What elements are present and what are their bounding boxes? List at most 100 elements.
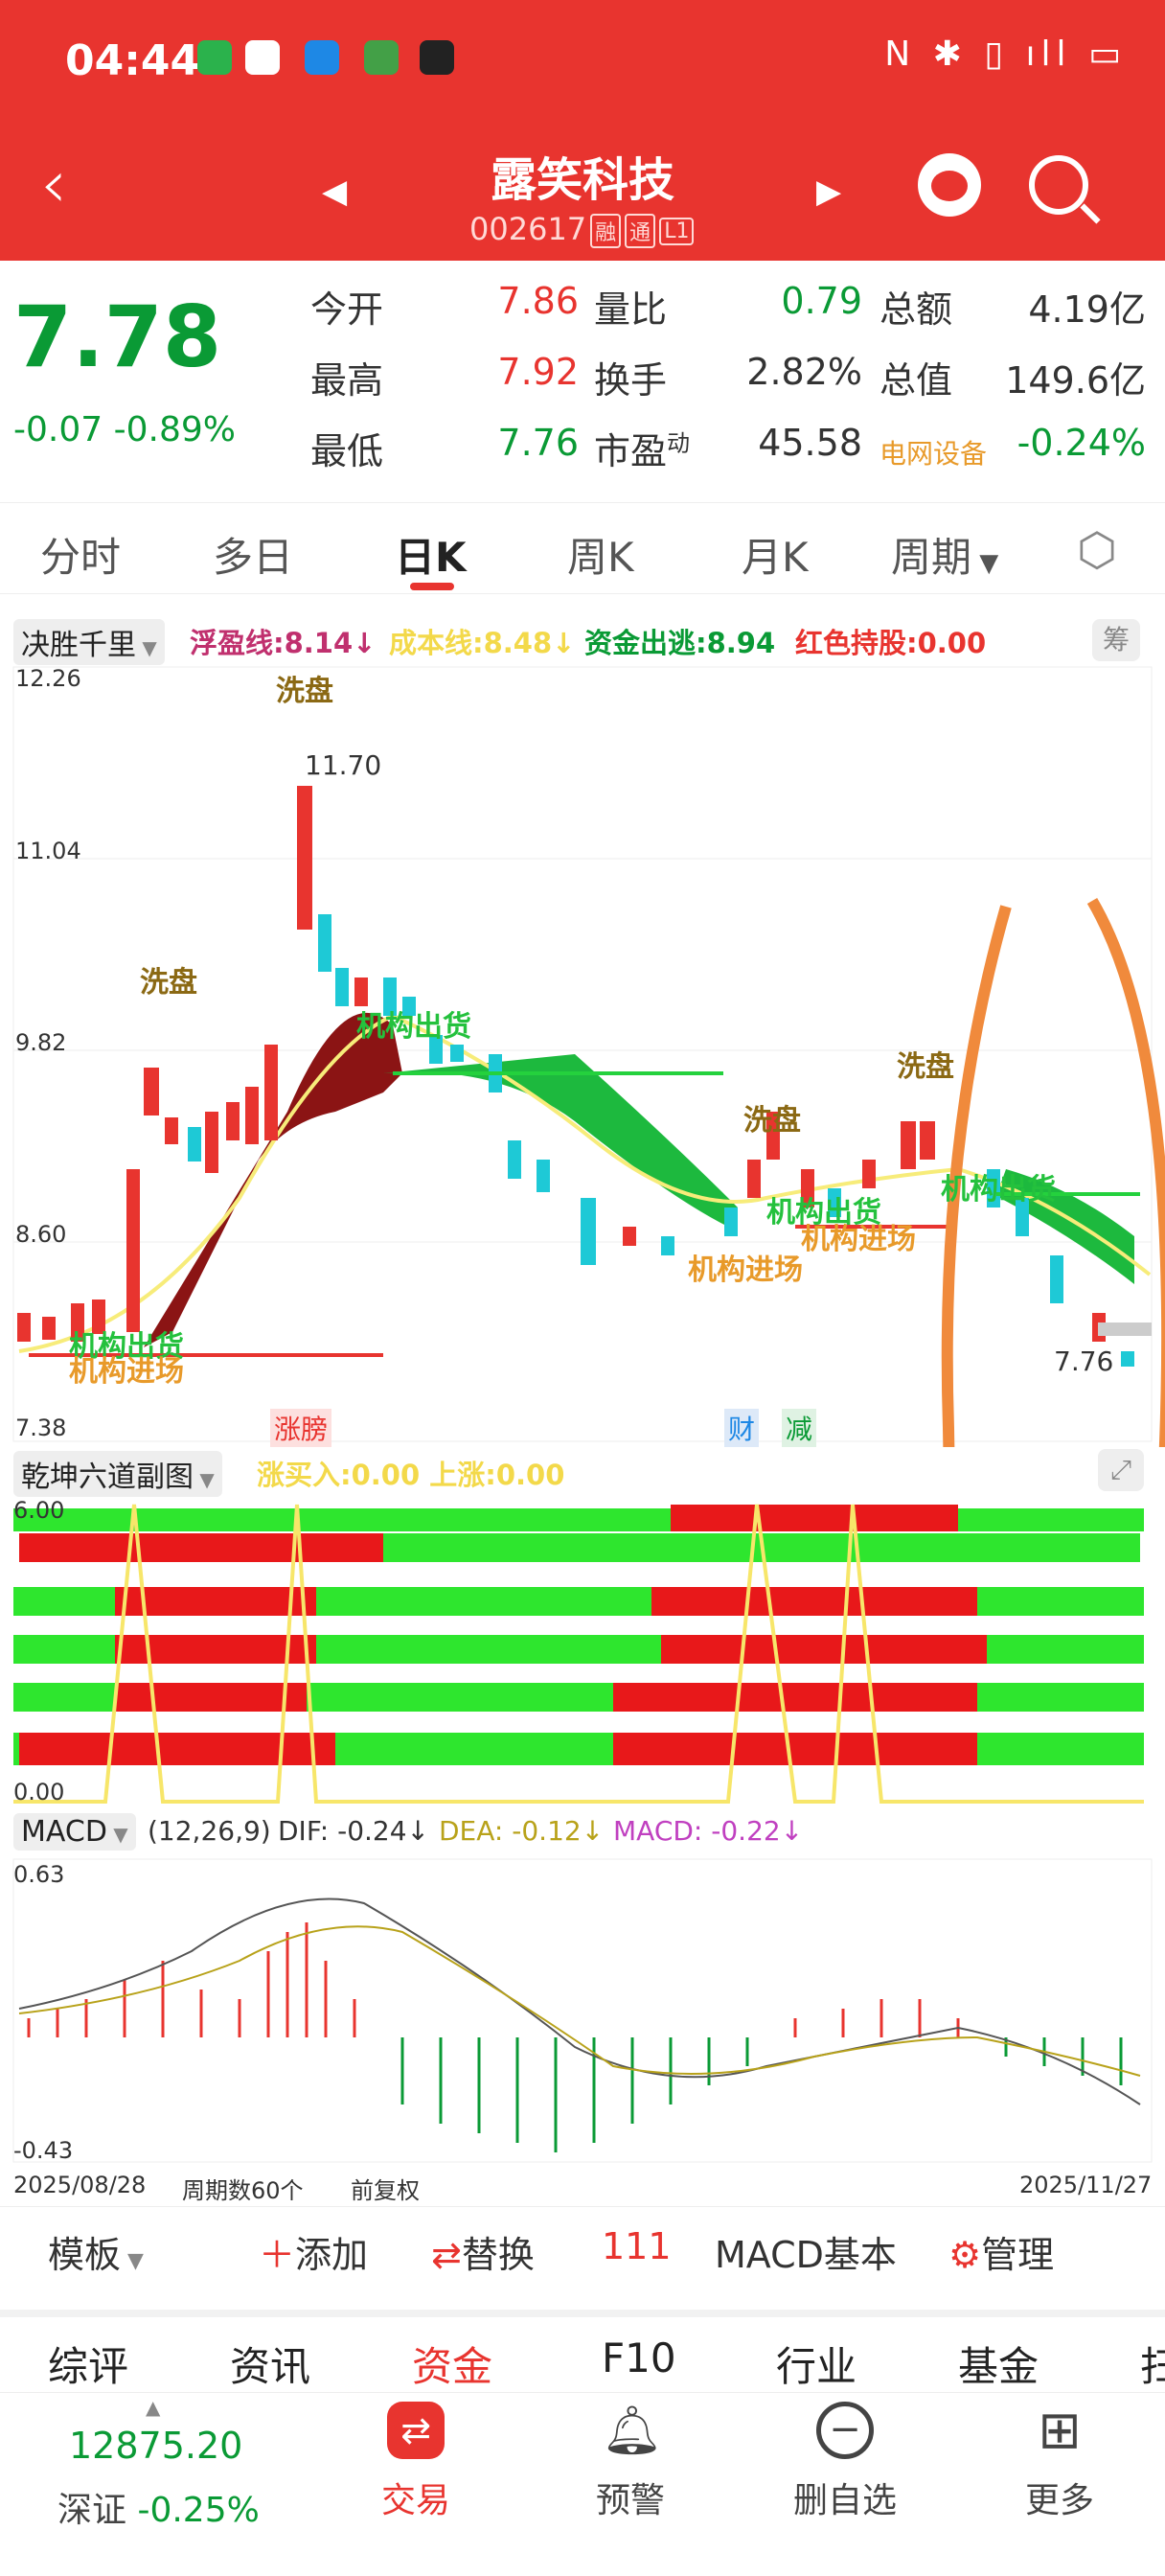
- next-stock-icon[interactable]: ▶: [816, 172, 842, 211]
- mascot-icon[interactable]: [918, 153, 981, 217]
- tab-overview[interactable]: 综评: [48, 2343, 129, 2390]
- bell-icon[interactable]: 🔔︎: [602, 2403, 663, 2458]
- label-pe-text: 市盈: [594, 430, 668, 472]
- index-value[interactable]: 12875.20: [69, 2425, 243, 2467]
- tag-l1: L1: [659, 217, 695, 245]
- nav-remove-watch[interactable]: 删自选: [792, 2481, 897, 2520]
- status-icons: N ✱ ▯ ıll ▭: [884, 34, 1127, 74]
- search-icon[interactable]: [1029, 155, 1088, 215]
- replace-button[interactable]: ⇄替换: [431, 2225, 535, 2278]
- period-count: 周期数60个: [182, 2177, 304, 2204]
- value-pe: 45.58: [758, 422, 862, 464]
- gear-icon: ⚙: [948, 2234, 982, 2276]
- template-button[interactable]: 模板 ▼: [48, 2225, 144, 2278]
- tab-f10[interactable]: F10: [602, 2334, 676, 2381]
- prev-stock-icon[interactable]: ◀: [322, 172, 348, 211]
- grid-icon[interactable]: ⊞: [1038, 2400, 1082, 2460]
- tab-period-label: 周期: [891, 534, 972, 581]
- label-high: 最高: [310, 359, 384, 402]
- sub-indicator-select[interactable]: 乾坤六道副图 ▼: [13, 1451, 222, 1497]
- app-icon: [245, 40, 280, 75]
- high-label: 11.70: [305, 749, 382, 781]
- back-icon[interactable]: ‹: [40, 145, 67, 223]
- y-label-5: 7.38: [15, 1414, 67, 1441]
- chart-frame: [12, 666, 1153, 1442]
- cloud-icon: [305, 40, 339, 75]
- macd-red-bars: [27, 1922, 960, 2037]
- tab-weekly-k[interactable]: 周K: [567, 534, 634, 581]
- info-tabs: [0, 2310, 1165, 2396]
- sub1-y-bottom: 0.00: [13, 1779, 65, 1806]
- dif-line: [18, 1898, 1141, 2105]
- stock-code: 002617 融通 L1: [469, 211, 695, 248]
- tab-multiday[interactable]: 多日: [213, 534, 294, 581]
- y-label-4: 8.60: [15, 1221, 67, 1248]
- tab-period[interactable]: 周期 ▼: [891, 525, 998, 584]
- inst-out-label-3: 机构出货: [941, 1173, 1056, 1207]
- green-ribbon-1: [383, 1054, 738, 1227]
- remove-watch-icon[interactable]: −: [816, 2402, 874, 2459]
- expand-icon[interactable]: ⤢: [1098, 1449, 1144, 1491]
- event-reduce[interactable]: 减: [782, 1409, 817, 1447]
- handdrawn-left-stroke: [941, 905, 1012, 1447]
- y-label-2: 11.04: [15, 838, 81, 864]
- event-limit[interactable]: 涨膀: [270, 1409, 332, 1447]
- chevron-down-icon: ▼: [106, 1823, 128, 1846]
- tab-fund[interactable]: 基金: [958, 2343, 1039, 2390]
- phone-icon: [364, 40, 399, 75]
- macd-select[interactable]: MACD ▼: [13, 1813, 136, 1851]
- six-paths-chart[interactable]: [0, 1495, 1165, 1811]
- label-vol-ratio: 量比: [594, 288, 668, 331]
- macd-value: MACD: -0.22↓: [613, 1815, 804, 1847]
- value-turnover: 2.82%: [746, 351, 862, 393]
- manage-button[interactable]: ⚙管理: [948, 2225, 1054, 2278]
- value-high: 7.92: [497, 351, 579, 393]
- macd-dif: DIF: -0.24↓: [278, 1815, 429, 1847]
- event-fin[interactable]: 财: [724, 1409, 760, 1447]
- change-value: -0.07: [13, 410, 103, 449]
- settings-hexagon-icon[interactable]: ⬡: [1077, 523, 1117, 577]
- macd-dea: DEA: -0.12↓: [439, 1815, 605, 1847]
- wash-label-1: 洗盘: [276, 675, 333, 708]
- value-open: 7.86: [497, 280, 579, 322]
- chip-button[interactable]: 筹: [1092, 619, 1140, 661]
- adjust-mode[interactable]: 前复权: [351, 2177, 420, 2204]
- inst-in-label-1: 机构进场: [69, 1355, 184, 1389]
- tab-intraday[interactable]: 分时: [40, 534, 122, 581]
- legend-float: 浮盈线:8.14↓: [190, 627, 377, 659]
- tab-funds[interactable]: 资金: [412, 2343, 493, 2390]
- tab-monthly-k[interactable]: 月K: [742, 534, 809, 581]
- add-button[interactable]: ＋添加: [259, 2225, 368, 2278]
- macd-green-bars: [400, 2037, 1123, 2152]
- index-change: -0.25%: [137, 2491, 260, 2530]
- tab-industry[interactable]: 行业: [776, 2343, 857, 2390]
- sector-change[interactable]: -0.24%: [1017, 422, 1146, 464]
- chart-toolbar: [0, 2206, 1165, 2294]
- tab-daily-k[interactable]: 日K: [395, 534, 467, 581]
- nav-alert[interactable]: 预警: [595, 2481, 665, 2520]
- sub-indicator-name: 乾坤六道副图: [21, 1460, 194, 1494]
- inst-in-label-2: 机构进场: [688, 1254, 803, 1287]
- price-change: -0.07 -0.89%: [13, 410, 236, 449]
- sector-name[interactable]: 电网设备: [879, 438, 988, 470]
- macd-basic-button[interactable]: MACD基本: [715, 2234, 897, 2276]
- add-label: 添加: [295, 2234, 369, 2276]
- date-start: 2025/08/28: [13, 2172, 147, 2198]
- wash-label-2: 洗盘: [140, 966, 197, 1000]
- legend-escape: 资金出逃:8.94: [584, 627, 776, 659]
- replace-label: 替换: [461, 2234, 535, 2276]
- chevron-down-icon: ▼: [971, 549, 999, 578]
- inst-out-label-2: 机构出货: [766, 1196, 881, 1230]
- macd-chart[interactable]: [0, 1855, 1165, 2166]
- tab-news[interactable]: 资讯: [230, 2343, 311, 2390]
- preset-111[interactable]: 111: [602, 2225, 672, 2267]
- nav-trade[interactable]: 交易: [380, 2481, 450, 2520]
- tab-more-cut[interactable]: 扫: [1140, 2343, 1165, 2390]
- kline-chart[interactable]: [0, 661, 1165, 1447]
- nav-more[interactable]: 更多: [1024, 2481, 1094, 2520]
- indicator-name: 决胜千里: [21, 629, 136, 662]
- index-info[interactable]: 深证 -0.25%: [57, 2482, 260, 2532]
- indicator-select[interactable]: 决胜千里 ▼: [13, 619, 165, 665]
- video-icon: [420, 40, 454, 75]
- trade-icon[interactable]: ⇄: [387, 2402, 445, 2459]
